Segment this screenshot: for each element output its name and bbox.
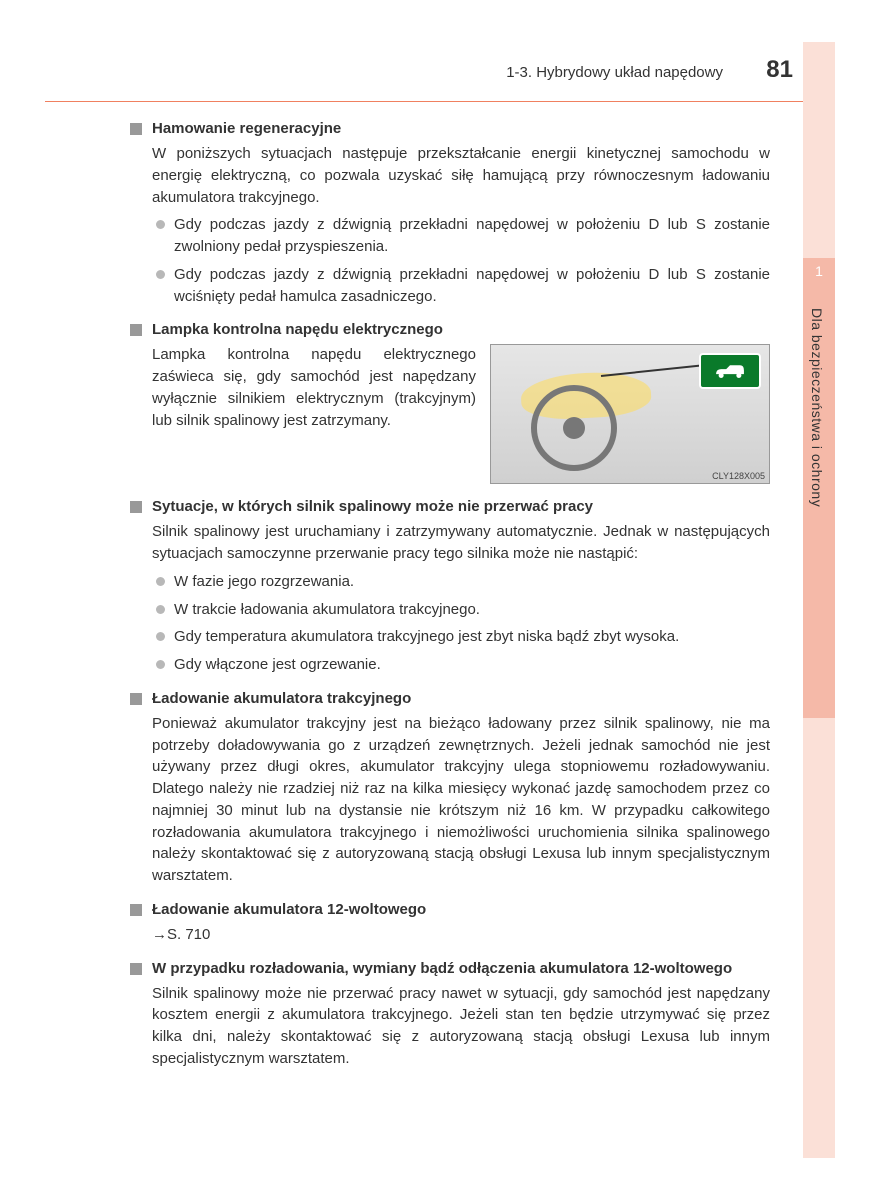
section-heading: W przypadku rozładowania, wymiany bądź o… xyxy=(130,960,770,977)
section-engine-no-stop: Sytuacje, w których silnik spalinowy moż… xyxy=(130,498,770,676)
image-code: CLY128X005 xyxy=(712,471,765,481)
chapter-tab: 1 Dla bezpieczeństwa i ochrony xyxy=(803,258,835,758)
list-item: Gdy podczas jazdy z dźwignią przekładni … xyxy=(152,264,770,308)
ev-car-icon xyxy=(711,360,749,382)
bullet-list: Gdy podczas jazdy z dźwignią przekładni … xyxy=(130,214,770,307)
dashboard-illustration: CLY128X005 xyxy=(490,344,770,484)
chapter-number: 1 xyxy=(803,263,835,279)
list-item: W trakcie ładowania akumulatora trakcyjn… xyxy=(152,599,770,621)
list-item: Gdy podczas jazdy z dźwignią przekładni … xyxy=(152,214,770,258)
section-heading: Ładowanie akumulatora trakcyjnego xyxy=(130,690,770,707)
list-item: Gdy temperatura akumulatora trakcyjnego … xyxy=(152,626,770,648)
steering-wheel-icon xyxy=(531,385,617,471)
section-regenerative-braking: Hamowanie regeneracyjne W poniższych syt… xyxy=(130,120,770,307)
ev-badge-icon xyxy=(699,353,761,389)
side-margin-bg-top xyxy=(803,42,835,258)
side-margin-bg-bottom xyxy=(803,718,835,1158)
section-text: Silnik spalinowy jest uruchamiany i zatr… xyxy=(130,521,770,565)
section-traction-battery-charging: Ładowanie akumulatora trakcyjnego Poniew… xyxy=(130,690,770,887)
section-label: 1-3. Hybrydowy układ napędowy xyxy=(506,64,723,81)
list-item: Gdy włączone jest ogrzewanie. xyxy=(152,654,770,676)
section-text: W poniższych sytuacjach następuje przeks… xyxy=(130,143,770,208)
page-number: 81 xyxy=(766,56,793,84)
page-content: Hamowanie regeneracyjne W poniższych syt… xyxy=(130,120,770,1084)
section-ev-indicator: Lampka kontrolna napędu elektrycznego La… xyxy=(130,321,770,484)
section-text: Lampka kontrolna napędu elektrycznego za… xyxy=(130,344,476,431)
section-text: Silnik spalinowy może nie przerwać pracy… xyxy=(130,983,770,1070)
section-heading: Hamowanie regeneracyjne xyxy=(130,120,770,137)
bullet-list: W fazie jego rozgrzewania. W trakcie ład… xyxy=(130,571,770,676)
list-item: W fazie jego rozgrzewania. xyxy=(152,571,770,593)
page-header: 1-3. Hybrydowy układ napędowy 81 xyxy=(45,62,803,102)
section-heading: Ładowanie akumulatora 12-woltowego xyxy=(130,901,770,918)
section-12v-charging: Ładowanie akumulatora 12-woltowego →S. 7… xyxy=(130,901,770,946)
section-12v-discharged: W przypadku rozładowania, wymiany bądź o… xyxy=(130,960,770,1070)
chapter-title: Dla bezpieczeństwa i ochrony xyxy=(809,308,825,507)
section-heading: Lampka kontrolna napędu elektrycznego xyxy=(130,321,770,338)
section-text: Ponieważ akumulator trakcyjny jest na bi… xyxy=(130,713,770,887)
manual-page: 1 Dla bezpieczeństwa i ochrony 1-3. Hybr… xyxy=(0,0,877,1200)
section-heading: Sytuacje, w których silnik spalinowy moż… xyxy=(130,498,770,515)
section-text: →S. 710 xyxy=(130,924,770,946)
